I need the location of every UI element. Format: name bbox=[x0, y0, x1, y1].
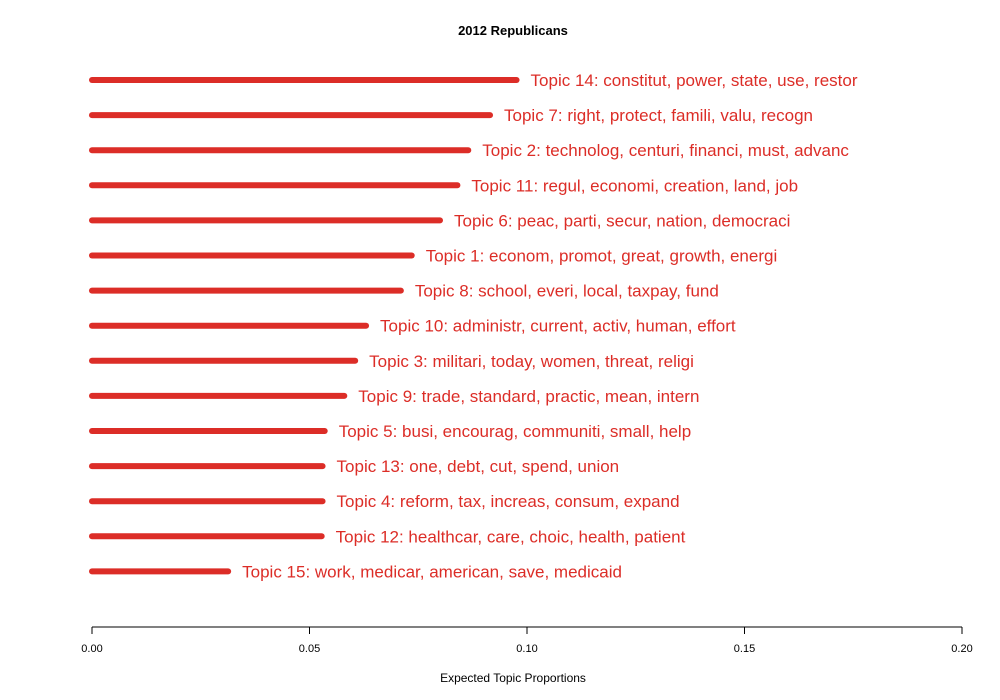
bar-label: Topic 1: econom, promot, great, growth, … bbox=[426, 247, 778, 266]
x-tick-label: 0.20 bbox=[951, 643, 972, 655]
bar-label: Topic 6: peac, parti, secur, nation, dem… bbox=[454, 211, 790, 230]
bar-label: Topic 10: administr, current, activ, hum… bbox=[380, 317, 736, 336]
x-tick-label: 0.15 bbox=[734, 643, 755, 655]
x-tick-label: 0.00 bbox=[81, 643, 102, 655]
x-axis: 0.00 0.05 0.10 0.15 0.20 bbox=[81, 626, 973, 655]
bar-label: Topic 9: trade, standard, practic, mean,… bbox=[358, 387, 699, 406]
bar-label: Topic 11: regul, economi, creation, land… bbox=[471, 176, 798, 195]
bar-label: Topic 13: one, debt, cut, spend, union bbox=[337, 457, 620, 476]
bar-label: Topic 7: right, protect, famili, valu, r… bbox=[504, 106, 813, 125]
bar-label: Topic 2: technolog, centuri, financi, mu… bbox=[482, 141, 849, 160]
chart-title: 2012 Republicans bbox=[458, 23, 568, 38]
bar-label: Topic 12: healthcar, care, choic, health… bbox=[336, 527, 686, 546]
x-axis-label: Expected Topic Proportions bbox=[440, 671, 586, 685]
bar-label: Topic 8: school, everi, local, taxpay, f… bbox=[415, 282, 719, 301]
bars-group: Topic 14: constitut, power, state, use, … bbox=[89, 71, 858, 581]
x-tick-label: 0.05 bbox=[299, 643, 320, 655]
bar-label: Topic 3: militari, today, women, threat,… bbox=[369, 352, 694, 371]
x-tick-label: 0.10 bbox=[516, 643, 537, 655]
bar-label: Topic 14: constitut, power, state, use, … bbox=[531, 71, 858, 90]
bar-label: Topic 15: work, medicar, american, save,… bbox=[242, 562, 622, 581]
bar-label: Topic 5: busi, encourag, communiti, smal… bbox=[339, 422, 691, 441]
bar-label: Topic 4: reform, tax, increas, consum, e… bbox=[337, 492, 680, 511]
